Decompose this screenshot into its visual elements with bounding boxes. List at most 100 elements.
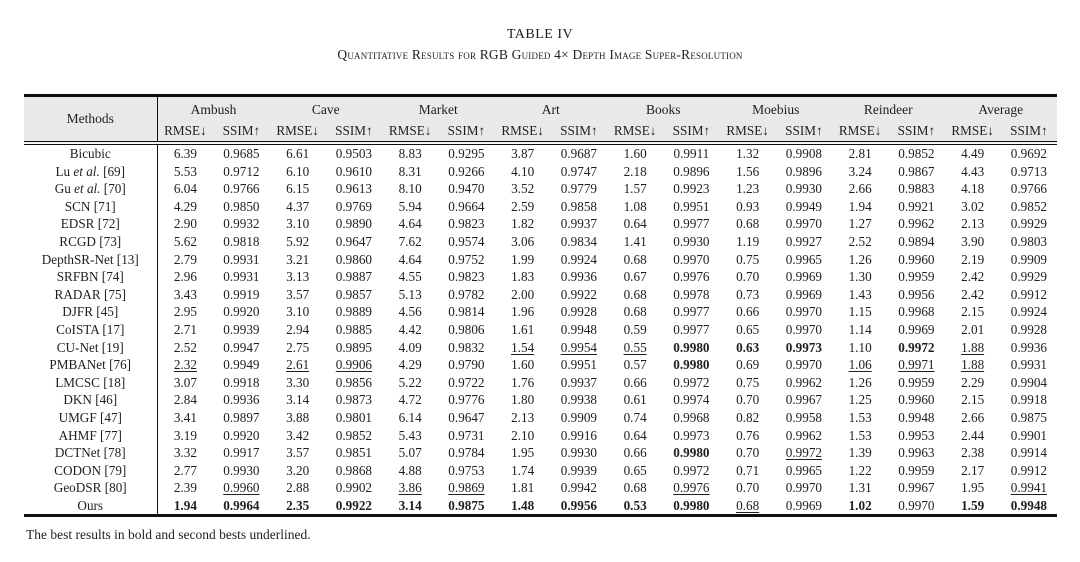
rmse-cell: 1.96 (511, 304, 535, 320)
column-group-art: Art (494, 95, 607, 120)
ssim-cell: 0.9869 (448, 480, 485, 496)
rmse-cell: 3.14 (398, 497, 422, 513)
ssim-cell: 0.9909 (560, 409, 597, 425)
table-row: GeoDSR [80] 2.39 0.9960 2.88 0.9902 3.86 0.986… (24, 479, 1057, 497)
ssim-cell: 0.9752 (448, 251, 485, 267)
ssim-cell: 0.9970 (785, 357, 822, 373)
rmse-cell: 0.65 (736, 321, 760, 337)
rmse-cell: 5.13 (398, 286, 422, 302)
ssim-cell: 0.9947 (223, 339, 260, 355)
ssim-cell: 0.9918 (223, 374, 260, 390)
rmse-cell: 4.09 (398, 339, 422, 355)
rmse-cell: 0.68 (736, 497, 760, 513)
rmse-cell: 2.29 (961, 374, 985, 390)
rmse-cell: 1.57 (623, 181, 647, 197)
column-header-rmse: RMSE↓ (944, 120, 1001, 145)
table-row: RADAR [75] 3.43 0.9919 3.57 0.9857 5.13 0.9782… (24, 285, 1057, 304)
rmse-cell: 3.41 (156, 408, 214, 427)
rmse-cell: 4.72 (398, 392, 422, 408)
rmse-cell: 3.43 (156, 285, 214, 304)
ssim-cell: 0.9936 (1010, 339, 1047, 355)
rmse-cell: 0.68 (623, 251, 647, 267)
rmse-cell: 3.30 (286, 374, 310, 390)
rmse-cell: 1.94 (848, 198, 872, 214)
rmse-cell: 2.15 (961, 392, 985, 408)
ssim-cell: 0.9852 (335, 427, 372, 443)
ssim-cell: 0.9972 (898, 339, 935, 355)
ssim-cell: 0.9923 (673, 181, 710, 197)
ssim-cell: 0.9965 (785, 462, 822, 478)
rmse-cell: 5.92 (286, 233, 310, 249)
rmse-cell: 2.66 (961, 409, 985, 425)
method-name: Bicubic (24, 143, 158, 163)
table-row: PMBANet [76] 2.32 0.9949 2.61 0.9906 4.29 0.97… (24, 356, 1057, 374)
rmse-cell: 1.76 (511, 374, 535, 390)
rmse-cell: 0.63 (736, 339, 760, 355)
ssim-cell: 0.9722 (448, 374, 485, 390)
rmse-cell: 2.88 (286, 480, 310, 496)
rmse-cell: 3.07 (156, 373, 214, 392)
rmse-cell: 4.56 (398, 304, 422, 320)
ssim-cell: 0.9980 (673, 445, 710, 461)
ssim-cell: 0.9931 (223, 251, 260, 267)
rmse-cell: 2.61 (286, 357, 310, 373)
rmse-cell: 4.55 (398, 269, 422, 285)
rmse-cell: 3.90 (961, 233, 985, 249)
method-name: DCTNet [78] (24, 444, 158, 462)
table-row: DJFR [45] 2.95 0.9920 3.10 0.9889 4.56 0.9814 1… (24, 303, 1057, 321)
ssim-cell: 0.9959 (898, 374, 935, 390)
rmse-cell: 0.93 (736, 198, 760, 214)
rmse-cell: 2.18 (623, 163, 647, 179)
table-title: Quantitative Results for RGB Guided 4× D… (337, 47, 743, 62)
table-row: DKN [46] 2.84 0.9936 3.14 0.9873 4.72 0.9776 1.… (24, 391, 1057, 409)
rmse-cell: 1.95 (511, 445, 535, 461)
table-row: Ours 1.94 0.9964 2.35 0.9922 3.14 0.9875 1.48 0.… (24, 496, 1057, 516)
ssim-cell: 0.9897 (223, 409, 260, 425)
rmse-cell: 4.64 (398, 216, 422, 232)
ssim-cell: 0.9889 (335, 304, 372, 320)
ssim-cell: 0.9962 (785, 374, 822, 390)
ssim-cell: 0.9574 (448, 233, 485, 249)
rmse-cell: 2.94 (286, 321, 310, 337)
ssim-cell: 0.9970 (785, 216, 822, 232)
rmse-cell: 1.19 (736, 233, 760, 249)
rmse-cell: 1.25 (848, 392, 872, 408)
ssim-cell: 0.9911 (673, 146, 710, 161)
rmse-cell: 1.14 (848, 321, 872, 337)
rmse-cell: 2.10 (511, 427, 535, 443)
rmse-cell: 6.61 (286, 146, 310, 161)
rmse-cell: 0.64 (623, 427, 647, 443)
column-header-ssim: SSIM↑ (438, 120, 495, 145)
method-name: PMBANet [76] (24, 356, 158, 374)
table-row: EDSR [72] 2.90 0.9932 3.10 0.9890 4.64 0.9823 1… (24, 215, 1057, 233)
rmse-cell: 0.53 (623, 497, 647, 513)
column-header-methods: Methods (24, 95, 158, 145)
method-name: EDSR [72] (24, 215, 158, 233)
rmse-cell: 0.73 (736, 286, 760, 302)
rmse-cell: 1.22 (848, 462, 872, 478)
rmse-cell: 1.81 (511, 480, 535, 496)
rmse-cell: 1.83 (511, 269, 535, 285)
rmse-cell: 3.10 (286, 304, 310, 320)
rmse-cell: 2.90 (156, 215, 214, 233)
ssim-cell: 0.9970 (785, 480, 822, 496)
header-metric-row: RMSE↓ SSIM↑ RMSE↓ SSIM↑ RMSE↓ SSIM↑ RMSE↓ SSIM↑… (24, 120, 1057, 145)
rmse-cell: 3.02 (961, 198, 985, 214)
ssim-cell: 0.9924 (560, 251, 597, 267)
ssim-cell: 0.9977 (673, 321, 710, 337)
ssim-cell: 0.9918 (1010, 392, 1047, 408)
ssim-cell: 0.9936 (223, 392, 260, 408)
rmse-cell: 1.43 (848, 286, 872, 302)
table-row: SCN [71] 4.29 0.9850 4.37 0.9769 5.94 0.9664 2.… (24, 197, 1057, 216)
ssim-cell: 0.9883 (898, 181, 935, 197)
table-row: CU-Net [19] 2.52 0.9947 2.75 0.9895 4.09 0.983… (24, 338, 1057, 357)
ssim-cell: 0.9931 (1010, 357, 1047, 373)
rmse-cell: 1.27 (848, 216, 872, 232)
ssim-cell: 0.9967 (898, 480, 935, 496)
table-row: Bicubic 6.39 0.9685 6.61 0.9503 8.83 0.9295 3.8… (24, 143, 1057, 163)
ssim-cell: 0.9931 (223, 269, 260, 285)
ssim-cell: 0.9713 (1010, 163, 1047, 179)
ssim-cell: 0.9922 (560, 286, 597, 302)
ssim-cell: 0.9747 (560, 163, 597, 179)
method-name: SCN [71] (24, 197, 158, 216)
